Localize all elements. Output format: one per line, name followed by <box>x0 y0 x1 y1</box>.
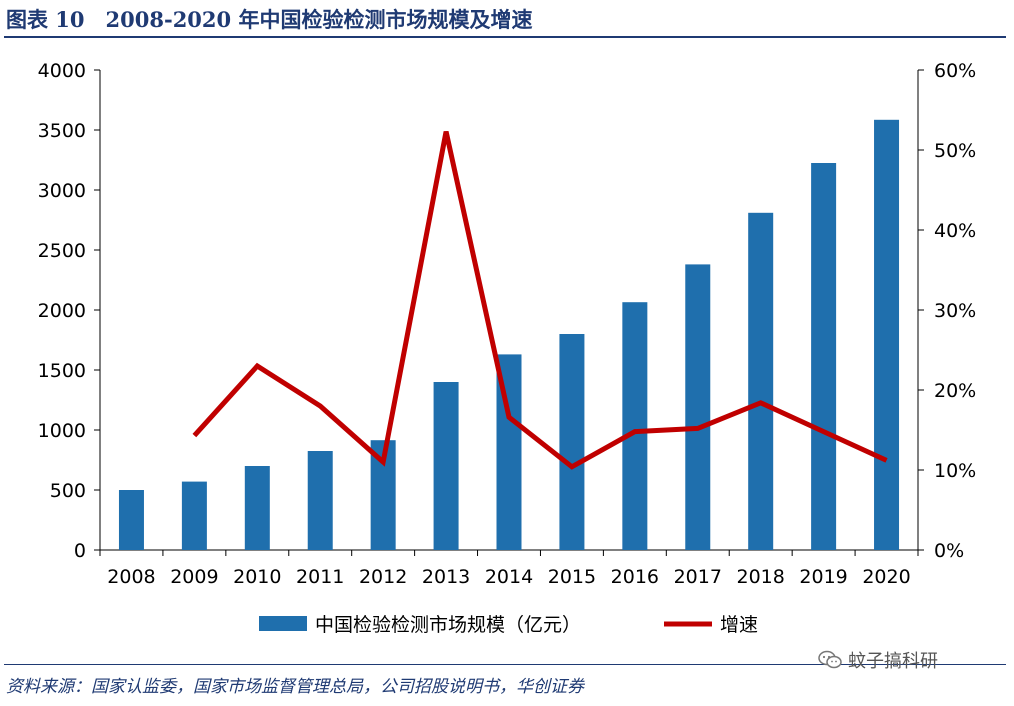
x-tick-label: 2016 <box>611 566 659 588</box>
bar <box>307 451 333 550</box>
left-tick-label: 0 <box>74 540 86 562</box>
bar <box>433 382 459 550</box>
right-tick-label: 0% <box>934 540 964 562</box>
bar <box>685 264 711 550</box>
bar <box>118 490 144 550</box>
x-tick-label: 2012 <box>359 566 407 588</box>
left-tick-label: 2000 <box>38 300 86 322</box>
right-tick-label: 40% <box>934 220 976 242</box>
title-rule <box>4 36 1006 38</box>
x-tick-label: 2018 <box>737 566 785 588</box>
left-tick-label: 2500 <box>38 240 86 262</box>
growth-line <box>192 131 888 470</box>
legend-bar-swatch <box>259 616 307 631</box>
legend-line-label: 增速 <box>720 614 758 636</box>
right-tick-label: 50% <box>934 140 976 162</box>
source-note: 资料来源：国家认监委，国家市场监督管理总局，公司招股说明书，华创证券 <box>6 677 584 697</box>
bar <box>811 163 837 550</box>
figure-title: 图表 10 2008-2020 年中国检验检测市场规模及增速 <box>6 7 533 32</box>
x-tick-label: 2020 <box>862 566 910 588</box>
x-tick-label: 2008 <box>107 566 155 588</box>
bar <box>181 481 207 550</box>
x-tick-label: 2017 <box>674 566 722 588</box>
source-rule <box>4 664 1006 665</box>
left-tick-label: 3000 <box>38 180 86 202</box>
bar <box>874 119 900 551</box>
x-tick-label: 2010 <box>233 566 281 588</box>
x-tick-label: 2015 <box>548 566 596 588</box>
x-tick-label: 2013 <box>422 566 470 588</box>
left-tick-label: 1000 <box>38 420 86 442</box>
bar <box>748 212 774 551</box>
wechat-icon <box>818 650 842 669</box>
watermark-text: 蚊子搞科研 <box>848 651 938 672</box>
left-tick-label: 1500 <box>38 360 86 382</box>
x-tick-label: 2011 <box>296 566 344 588</box>
bar <box>559 334 585 550</box>
bar-line-chart: 0 500 1000 1500 2000 2500 3000 3500 4000 0% 10% 20%… <box>38 60 977 636</box>
right-tick-label: 60% <box>934 60 976 82</box>
bar <box>622 302 648 550</box>
left-tick-label: 3500 <box>38 120 86 142</box>
x-tick-label: 2014 <box>485 566 533 588</box>
right-tick-label: 10% <box>934 460 976 482</box>
bar <box>244 466 270 550</box>
right-tick-label: 20% <box>934 380 976 402</box>
left-tick-label: 500 <box>50 480 86 502</box>
legend-bar-label: 中国检验检测市场规模（亿元） <box>315 614 581 636</box>
left-tick-label: 4000 <box>38 60 86 82</box>
watermark: 蚊子搞科研 <box>818 647 938 673</box>
x-tick-label: 2009 <box>170 566 218 588</box>
right-tick-label: 30% <box>934 300 976 322</box>
x-tick-label: 2019 <box>799 566 847 588</box>
